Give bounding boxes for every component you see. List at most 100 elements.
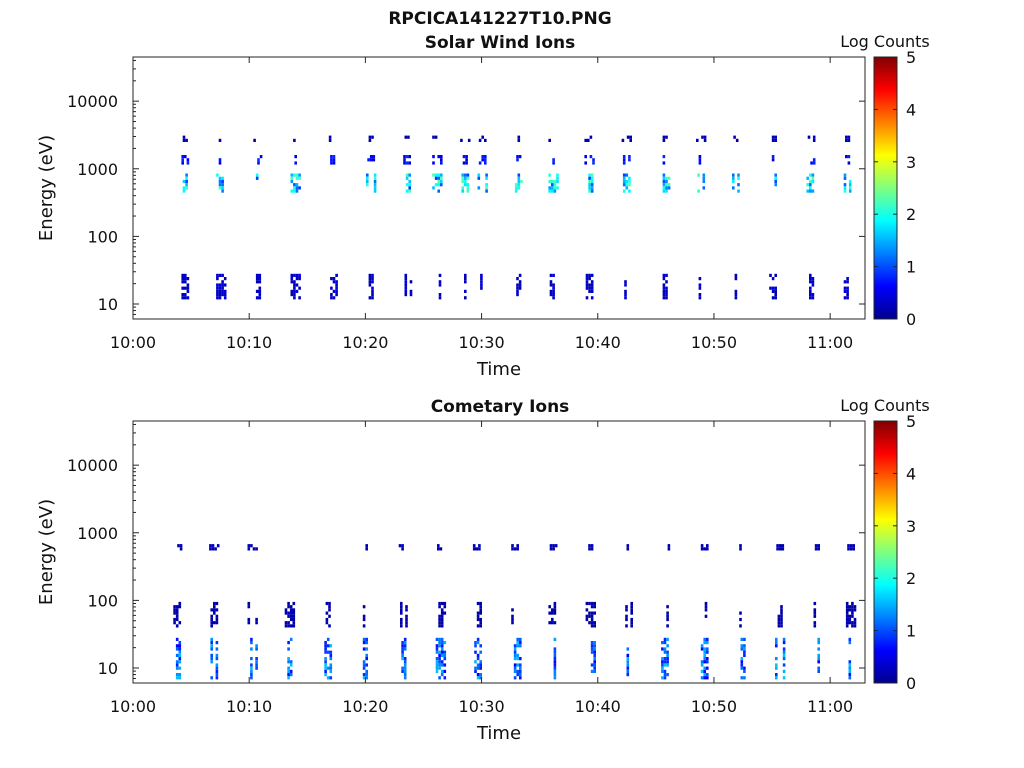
spectrogram-cell: [440, 653, 444, 657]
spectrogram-cell: [298, 296, 301, 300]
spectrogram-cell: [663, 641, 667, 645]
spectrogram-cell: [435, 666, 439, 670]
spectrogram-cell: [186, 283, 190, 287]
spectrogram-cell: [437, 155, 440, 159]
spectrogram-cell: [178, 650, 182, 654]
spectrogram-cell: [848, 663, 852, 667]
spectrogram-cell: [665, 293, 668, 297]
spectrogram-cell: [622, 161, 626, 165]
spectrogram-cell: [553, 657, 557, 661]
spectrogram-cell: [250, 647, 253, 651]
spectrogram-cell: [440, 647, 444, 651]
spectrogram-cell: [552, 289, 555, 293]
spectrogram-cell: [553, 660, 557, 664]
spectrogram-cell: [432, 135, 435, 139]
spectrogram-cell: [553, 673, 557, 677]
spectrogram-cell: [362, 673, 366, 677]
spectrogram-cell: [210, 653, 213, 657]
spectrogram-cell: [774, 176, 777, 180]
spectrogram-cell: [698, 158, 702, 162]
spectrogram-cell: [592, 158, 595, 162]
spectrogram-cell: [479, 605, 482, 609]
spectrogram-cell: [478, 138, 482, 142]
spectrogram-cell: [590, 647, 594, 651]
spectrogram-cell: [848, 614, 852, 618]
spectrogram-cell: [626, 666, 630, 670]
spectrogram-cell: [289, 611, 293, 615]
spectrogram-cell: [593, 669, 596, 673]
spectrogram-cell: [221, 293, 224, 297]
spectrogram-cell: [179, 544, 183, 548]
spectrogram-cell: [175, 653, 179, 657]
spectrogram-cell: [440, 173, 443, 177]
spectrogram-cell: [845, 614, 849, 618]
spectrogram-cell: [809, 189, 812, 193]
spectrogram-cell: [511, 608, 514, 612]
spectrogram-cell: [806, 189, 809, 193]
spectrogram-cell: [663, 650, 667, 654]
spectrogram-cell: [849, 544, 853, 548]
spectrogram-cell: [662, 293, 666, 297]
spectrogram-cell: [409, 293, 413, 297]
spectrogram-cell: [846, 296, 849, 300]
spectrogram-cell: [175, 660, 179, 664]
spectrogram-cell: [551, 621, 554, 625]
spectrogram-cell: [703, 676, 706, 680]
spectrogram-cell: [661, 666, 664, 670]
spectrogram-cell: [221, 179, 224, 184]
spectrogram-cell: [662, 283, 666, 287]
spectrogram-cell: [443, 653, 447, 657]
spectrogram-cell: [516, 289, 519, 293]
spectrogram-cell: [848, 676, 852, 680]
spectrogram-cell: [851, 624, 854, 628]
spectrogram-cell: [513, 547, 517, 551]
spectrogram-cell: [295, 277, 299, 281]
spectrogram-cell: [373, 189, 377, 193]
spectrogram-cell: [326, 637, 330, 641]
spectrogram-cell: [780, 624, 783, 628]
spectrogram-cell: [666, 644, 669, 648]
spectrogram-cell: [700, 676, 704, 680]
spectrogram-cell: [662, 135, 666, 139]
spectrogram-cell: [290, 273, 294, 277]
spectrogram-cell: [287, 666, 290, 670]
spectrogram-cell: [778, 547, 782, 551]
spectrogram-cell: [743, 647, 746, 651]
spectrogram-cell: [298, 176, 301, 180]
spectrogram-cell: [516, 547, 519, 551]
spectrogram-cell: [438, 676, 441, 680]
spectrogram-cell: [287, 614, 290, 618]
spectrogram-cell: [698, 277, 702, 281]
spectrogram-cell: [443, 657, 447, 661]
spectrogram-cell: [518, 286, 522, 290]
spectrogram-cell: [737, 173, 740, 177]
spectrogram-cell: [215, 657, 219, 661]
spectrogram-cell: [438, 280, 442, 284]
spectrogram-cell: [178, 621, 182, 625]
spectrogram-cell: [519, 676, 522, 680]
spectrogram-cell: [588, 179, 591, 184]
spectrogram-cell: [178, 605, 182, 609]
spectrogram-cell: [624, 280, 627, 284]
spectrogram-cell: [513, 644, 517, 648]
spectrogram-cell: [294, 155, 297, 159]
spectrogram-cell: [405, 155, 409, 159]
spectrogram-cell: [287, 605, 290, 609]
spectrogram-cell: [182, 135, 186, 139]
spectrogram-cell: [737, 183, 740, 187]
spectrogram-cell: [776, 547, 779, 551]
spectrogram-cell: [368, 283, 372, 287]
x-tick-label: 10:20: [342, 333, 388, 352]
spectrogram-cell: [365, 673, 368, 677]
spectrogram-cell: [435, 663, 439, 667]
spectrogram-cell: [662, 179, 666, 184]
spectrogram-cell: [474, 669, 477, 673]
spectrogram-cell: [519, 666, 522, 670]
spectrogram-cell: [817, 653, 820, 657]
spectrogram-cell: [324, 666, 327, 670]
spectrogram-cell: [845, 135, 848, 139]
spectrogram-cell: [443, 669, 447, 673]
spectrogram-cell: [667, 176, 671, 180]
spectrogram-cell: [703, 138, 707, 142]
